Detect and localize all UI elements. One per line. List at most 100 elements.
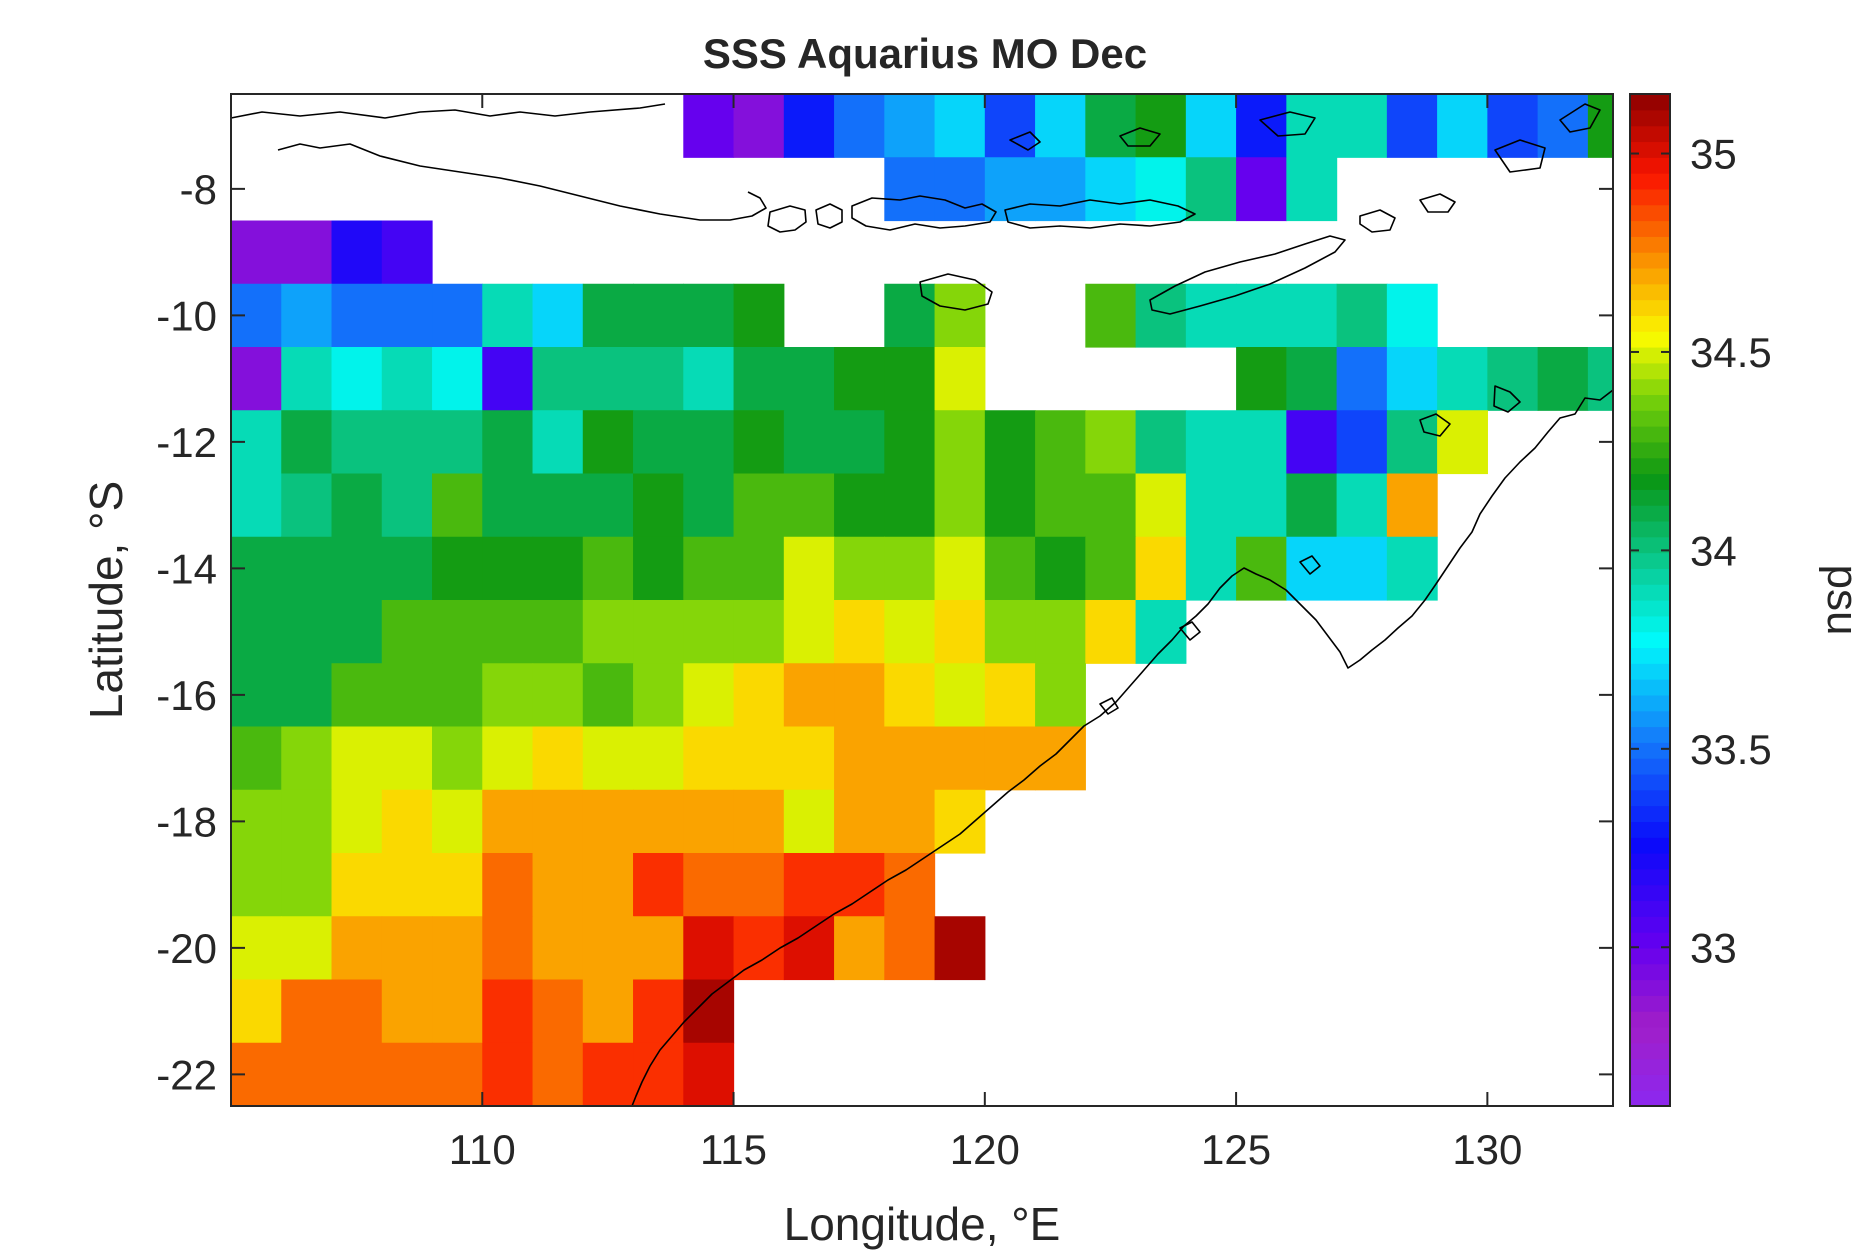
salinity-cell (934, 789, 986, 854)
salinity-cell (281, 853, 333, 917)
salinity-cell (231, 853, 282, 917)
salinity-cell (482, 600, 534, 664)
salinity-cell (231, 347, 282, 411)
salinity-cell (1286, 283, 1338, 348)
salinity-cell (633, 853, 684, 917)
colorbar-frame (1629, 93, 1671, 1107)
coastline-flores (1004, 199, 1196, 229)
plot-frame (230, 93, 1614, 1107)
colorbar-strip (1630, 789, 1670, 807)
colorbar-strip (1630, 726, 1670, 743)
salinity-cell (482, 347, 534, 411)
colorbar-strip (1630, 821, 1670, 838)
salinity-cell (331, 979, 383, 1044)
salinity-cell (884, 916, 936, 981)
salinity-cell (834, 726, 885, 791)
salinity-cell (934, 347, 986, 411)
salinity-cell (582, 283, 634, 348)
salinity-cell (1085, 536, 1137, 601)
colorbar-gradient (1630, 94, 1670, 1107)
salinity-cell (834, 536, 885, 601)
salinity-cell (884, 94, 936, 158)
salinity-cell (331, 220, 383, 285)
salinity-cell (683, 979, 735, 1044)
salinity-cell (1085, 283, 1137, 348)
colorbar-strip (1630, 552, 1670, 569)
colorbar-strip (1630, 868, 1670, 886)
salinity-cell (1185, 157, 1237, 222)
y-tick-label: -22 (156, 1051, 217, 1098)
salinity-cell (281, 663, 333, 728)
salinity-cell (1035, 410, 1086, 475)
salinity-cell (1386, 410, 1438, 475)
coastline-java-north (230, 103, 666, 119)
colorbar-strip (1630, 426, 1670, 443)
salinity-cell (1236, 410, 1287, 475)
colorbar-tick-label: 34.5 (1690, 329, 1772, 376)
colorbar-strip (1630, 805, 1670, 822)
salinity-cell (281, 473, 333, 538)
colorbar-strip (1630, 773, 1670, 791)
salinity-cell (432, 536, 483, 601)
x-tick-label: 125 (1201, 1126, 1271, 1173)
salinity-cell (1185, 283, 1237, 348)
salinity-cell (783, 600, 835, 664)
salinity-cell (1236, 94, 1287, 158)
salinity-cell (934, 410, 986, 475)
colorbar-strip (1630, 758, 1670, 775)
salinity-cell (231, 220, 282, 285)
salinity-cell (1386, 473, 1438, 538)
salinity-cell (381, 410, 433, 475)
colorbar-strip (1630, 916, 1670, 933)
x-axis-label: Longitude, °E (784, 1198, 1061, 1250)
salinity-cell (381, 536, 433, 601)
colorbar-strip (1630, 252, 1670, 269)
salinity-cell (281, 979, 333, 1044)
colorbar-strip (1630, 331, 1670, 348)
salinity-cell (582, 916, 634, 981)
salinity-cell (884, 283, 936, 348)
colorbar-strip (1630, 157, 1670, 174)
colorbar-strip (1630, 679, 1670, 696)
colorbar-strip (1630, 457, 1670, 475)
salinity-cell (1537, 347, 1589, 411)
colorbar-strip (1630, 489, 1670, 506)
chart-title: SSS Aquarius MO Dec (703, 30, 1147, 77)
y-axis-label: Latitude, °S (80, 481, 132, 719)
salinity-cell (281, 916, 333, 981)
colorbar-strip (1630, 173, 1670, 190)
salinity-cell (281, 347, 333, 411)
salinity-cell (1035, 94, 1086, 158)
salinity-cell (532, 853, 584, 917)
colorbar-strip (1630, 710, 1670, 728)
salinity-cell (1386, 536, 1438, 601)
salinity-cell (231, 726, 282, 791)
salinity-cell (1286, 410, 1338, 475)
salinity-cell (834, 916, 885, 981)
colorbar-strip (1630, 520, 1670, 538)
colorbar-strip (1630, 109, 1670, 127)
salinity-cell (532, 410, 584, 475)
colorbar-ticks: 33 33.5 34 34.5 35 (1630, 131, 1772, 971)
salinity-cell (1236, 157, 1287, 222)
salinity-cell (432, 600, 483, 664)
colorbar-strip (1630, 283, 1670, 301)
salinity-cell (331, 853, 383, 917)
salinity-cell (733, 410, 785, 475)
y-tick-label: -16 (156, 672, 217, 719)
salinity-cell (1286, 347, 1338, 411)
colorbar-tick-label: 33 (1690, 924, 1737, 971)
plot-area: 110 115 120 125 130 -22 -20 -18 -16 -14 -12 -10 -8 (156, 93, 1614, 1173)
salinity-cell (281, 600, 333, 664)
colorbar-strip (1630, 378, 1670, 396)
salinity-cell (582, 473, 634, 538)
salinity-cell (1386, 347, 1438, 411)
salinity-cell (683, 94, 735, 158)
salinity-cell (1437, 347, 1488, 411)
colorbar-strip (1630, 615, 1670, 633)
salinity-cell (884, 473, 936, 538)
y-tick-label: -8 (180, 166, 217, 213)
salinity-cell (482, 789, 534, 854)
colorbar-strip (1630, 884, 1670, 902)
salinity-cell (381, 600, 433, 664)
